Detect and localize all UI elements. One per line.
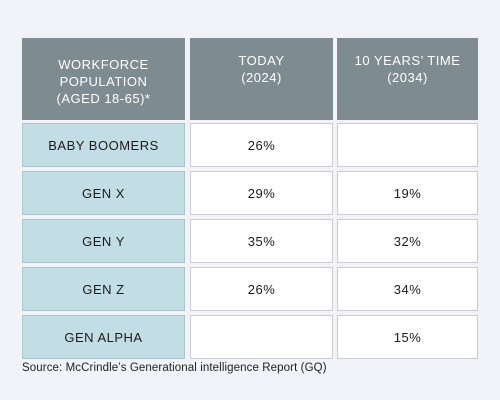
header-cell-today: TODAY (2024) xyxy=(190,38,333,120)
value-cell-2034: 19% xyxy=(337,171,478,215)
value-cell-2034: 32% xyxy=(337,219,478,263)
source-note: Source: McCrindle’s Generational intelli… xyxy=(22,362,327,374)
header-line: (AGED 18-65)* xyxy=(56,91,151,106)
generation-label: BABY BOOMERS xyxy=(22,123,185,167)
value-cell-2034: 15% xyxy=(337,315,478,359)
generation-label: GEN Z xyxy=(22,267,185,311)
value-cell-2034: 34% xyxy=(337,267,478,311)
generation-label: GEN ALPHA xyxy=(22,315,185,359)
header-line: POPULATION xyxy=(59,74,148,89)
value-cell-today xyxy=(190,315,333,359)
header-line: TODAY xyxy=(238,53,285,68)
value-cell-today: 26% xyxy=(190,267,333,311)
value-cell-today: 26% xyxy=(190,123,333,167)
header-line: WORKFORCE xyxy=(58,57,149,72)
header-line: 10 YEARS’ TIME xyxy=(354,53,461,68)
header-cell-2034: 10 YEARS’ TIME (2034) xyxy=(337,38,478,120)
header-cell-workforce-population: WORKFORCE POPULATION (AGED 18-65)* xyxy=(22,38,185,120)
generation-label: GEN Y xyxy=(22,219,185,263)
value-cell-2034 xyxy=(337,123,478,167)
value-cell-today: 29% xyxy=(190,171,333,215)
value-cell-today: 35% xyxy=(190,219,333,263)
header-line: (2034) xyxy=(387,70,428,85)
header-line: (2024) xyxy=(241,70,282,85)
generation-label: GEN X xyxy=(22,171,185,215)
